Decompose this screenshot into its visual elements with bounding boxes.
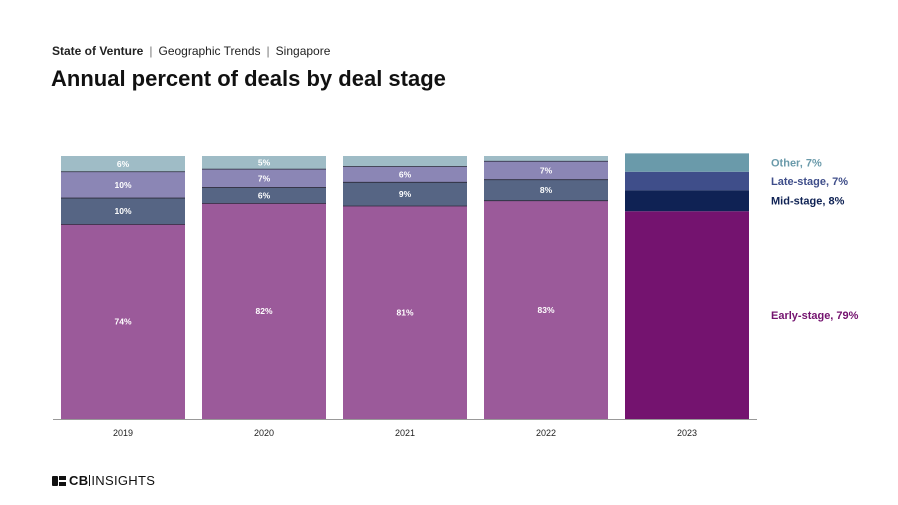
bar-late-2023 <box>625 171 749 191</box>
bar-mid-2022 <box>484 179 608 201</box>
data-label: 6% <box>399 169 412 179</box>
data-label: 6% <box>117 159 130 169</box>
bar-mid-2019 <box>61 198 185 225</box>
data-label: 7% <box>540 165 553 175</box>
data-label: 10% <box>114 180 131 190</box>
bar-mid-2020 <box>202 187 326 204</box>
data-label: 83% <box>537 305 554 315</box>
bar-early-2019 <box>61 224 185 419</box>
bar-other-2021 <box>343 156 467 167</box>
cb-insights-logo-icon <box>52 475 66 486</box>
bar-other-2020 <box>202 156 326 170</box>
bar-other-2022 <box>484 156 608 162</box>
bar-mid-2021 <box>343 182 467 206</box>
breadcrumb-item-region: Singapore <box>275 44 331 58</box>
bar-early-2020 <box>202 203 326 419</box>
breadcrumb-item-section: Geographic Trends <box>158 44 261 58</box>
legend-label-early: Early-stage, 79% <box>771 310 859 322</box>
legend-label-other: Other, 7% <box>771 158 822 170</box>
page-title: Annual percent of deals by deal stage <box>51 66 446 91</box>
stacked-bar-chart: 74% 10% 10% 6% 2019 82% 6% 7% 5% 2020 81% 9% 6% 2021 8… <box>53 153 859 438</box>
bar-early-2023 <box>625 211 749 419</box>
x-tick-label: 2020 <box>254 428 274 438</box>
bar-other-2023 <box>625 153 749 172</box>
legend-label-late: Late-stage, 7% <box>771 176 848 188</box>
data-label: 7% <box>258 173 271 183</box>
bar-late-2021 <box>343 166 467 183</box>
logo-text: INSIGHTS <box>91 473 156 488</box>
x-tick-label: 2022 <box>536 428 556 438</box>
bar-early-2022 <box>484 200 608 419</box>
bar-late-2020 <box>202 169 326 188</box>
breadcrumb-separator: | <box>149 44 153 58</box>
data-label: 6% <box>258 190 271 200</box>
data-label: 81% <box>396 307 413 317</box>
data-label: 5% <box>258 158 271 168</box>
x-tick-label: 2021 <box>395 428 415 438</box>
bar-early-2021 <box>343 205 467 419</box>
bar-late-2019 <box>61 171 185 199</box>
x-tick-label: 2019 <box>113 428 133 438</box>
bar-late-2022 <box>484 161 608 180</box>
bar-mid-2023 <box>625 190 749 212</box>
data-label: 9% <box>399 189 412 199</box>
breadcrumb-item-report: State of Venture <box>52 44 144 58</box>
data-label: 8% <box>540 185 553 195</box>
breadcrumb-separator: | <box>266 44 270 58</box>
data-label: 82% <box>255 306 272 316</box>
logo-text-bold: CB <box>69 473 89 488</box>
logo-divider <box>89 475 91 486</box>
data-label: 10% <box>114 206 131 216</box>
data-label: 74% <box>114 317 131 327</box>
legend-label-mid: Mid-stage, 8% <box>771 196 845 208</box>
cb-insights-logo: CB INSIGHTS <box>52 473 155 488</box>
breadcrumb: State of Venture | Geographic Trends | Singa… <box>52 44 330 58</box>
x-tick-label: 2023 <box>677 428 697 438</box>
bar-other-2019 <box>61 156 185 172</box>
